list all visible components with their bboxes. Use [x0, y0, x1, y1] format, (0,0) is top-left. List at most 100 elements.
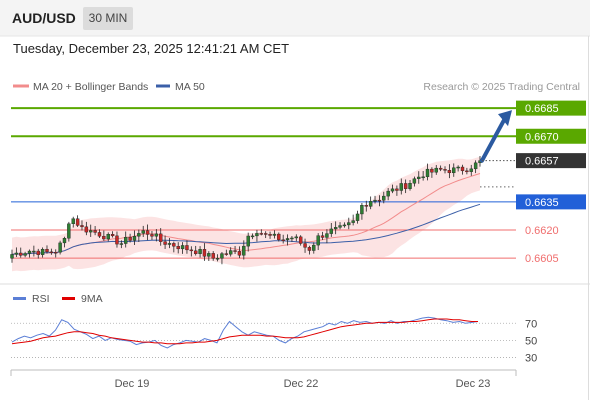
candle-body [189, 249, 194, 252]
candle [360, 202, 364, 220]
candle-body [27, 250, 32, 254]
candle-body [67, 223, 71, 239]
candle-body [10, 254, 14, 259]
candle [355, 210, 360, 224]
candle [102, 230, 106, 241]
ma50-line [11, 203, 481, 255]
candle-body [307, 247, 312, 251]
candle-body [115, 235, 119, 245]
candle-body [224, 253, 229, 255]
candle [421, 170, 425, 181]
candle [277, 232, 281, 242]
candle-body [84, 226, 89, 233]
candle-body [93, 230, 97, 233]
candle [215, 254, 220, 262]
candle [194, 245, 198, 256]
candle [347, 217, 351, 230]
candle-body [456, 166, 460, 169]
candle-body [194, 250, 198, 254]
level-tag-0-6635 [516, 194, 586, 210]
candle-body [377, 199, 382, 202]
candle [408, 179, 412, 191]
candle [167, 238, 172, 249]
candle [263, 231, 268, 239]
candle [399, 178, 403, 195]
candle-body [220, 253, 224, 259]
candle-body [215, 258, 220, 260]
candle-body [255, 233, 259, 237]
current-price-tag [516, 153, 586, 169]
candle-body [233, 250, 237, 252]
candle [316, 233, 320, 251]
candle [145, 224, 150, 241]
candle-body [106, 234, 110, 240]
candle-body [263, 233, 268, 235]
candle-body [132, 236, 137, 241]
candle-body [347, 222, 351, 226]
candle [58, 240, 62, 255]
candle-body [469, 168, 473, 172]
candle [373, 195, 377, 204]
candle-body [198, 249, 202, 254]
candle [132, 230, 137, 246]
x-label-dec-22: Dec 22 [284, 378, 319, 390]
candle-body [386, 190, 390, 197]
candle-body [421, 176, 425, 179]
candle [154, 229, 159, 242]
candle [80, 220, 84, 231]
candle-body [373, 199, 377, 202]
candle-body [298, 236, 303, 244]
candle [351, 214, 355, 226]
candle-body [342, 224, 347, 227]
candle-body [312, 244, 316, 251]
candle-body [14, 252, 19, 255]
rsi-ma-legend-label: 9MA [81, 293, 103, 305]
candle-body [259, 233, 264, 235]
candles [10, 156, 482, 265]
candle [333, 221, 338, 235]
rsi-tick-70: 70 [525, 318, 537, 330]
candle-body [119, 243, 124, 245]
candle [137, 229, 141, 242]
candle [62, 236, 67, 248]
candle [325, 229, 329, 244]
bollinger-band-fill [12, 156, 480, 272]
candle [368, 196, 373, 210]
candle-body [102, 235, 106, 240]
candle [27, 249, 32, 258]
candle-body [360, 205, 364, 215]
candle-body [417, 176, 421, 179]
rsi-panel: 70 50 30 [11, 316, 537, 364]
candle-body [399, 183, 403, 191]
candle [110, 231, 115, 238]
candle-body [36, 250, 40, 255]
candle [54, 249, 58, 258]
candle-body [228, 250, 233, 255]
candle-body [329, 228, 333, 234]
bollinger-band-area [12, 156, 480, 272]
candle [124, 231, 128, 248]
rsi-tick-50: 50 [525, 335, 537, 347]
candle-body [408, 183, 412, 189]
candle [141, 225, 145, 238]
candle [390, 184, 395, 194]
candle-body [452, 167, 456, 174]
candle [19, 247, 23, 258]
candle-body [62, 237, 67, 244]
candle [23, 251, 27, 258]
candle-body [58, 242, 62, 253]
candle-body [316, 235, 320, 246]
candle [403, 179, 408, 194]
candle-body [447, 170, 452, 174]
candle [290, 235, 294, 242]
rsi-ma-legend-swatch [62, 297, 75, 300]
candle-body [246, 235, 250, 247]
symbol-title: AUD/USD [12, 10, 76, 26]
candle-body [167, 243, 172, 245]
candle-body [333, 227, 338, 230]
timeframe-button[interactable]: 30 MIN [83, 7, 133, 30]
current-price-text: 0.6657 [525, 156, 559, 168]
level-tag-0-6670 [516, 128, 586, 144]
